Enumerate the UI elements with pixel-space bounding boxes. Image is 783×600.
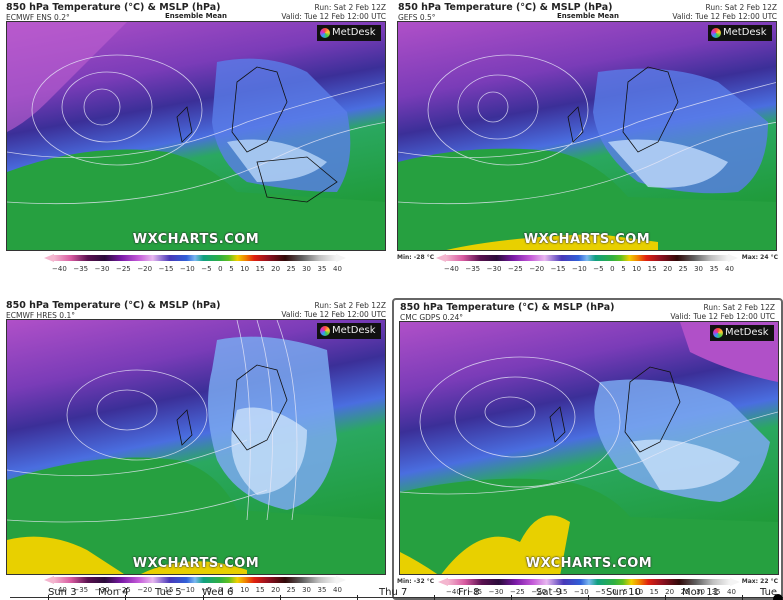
scale-arrow-left [436, 254, 446, 262]
scale-ticks: −40 −35 −30 −25 −20 −15 −10 −5 0 5 10 15 20 25 30 35 40 [52, 265, 342, 273]
temperature-map: MetDesk WXCHARTS.COM [399, 321, 779, 575]
model-name: GEFS 0.5° [398, 13, 436, 22]
panel-gefs: 850 hPa Temperature (°C) & MSLP (hPa) GE… [392, 0, 783, 296]
timeline-tick [125, 595, 126, 600]
min-temp: Min: -28 °C [397, 254, 435, 261]
metdesk-logo: MetDesk [710, 325, 774, 341]
scale-arrow-right [336, 254, 346, 262]
valid-time: Valid: Tue 12 Feb 12:00 UTC [281, 310, 386, 319]
metdesk-icon [713, 328, 723, 338]
color-scale [44, 254, 346, 263]
color-scale [436, 254, 738, 263]
run-info: Run: Sat 2 Feb 12Z Valid: Tue 12 Feb 12:… [281, 3, 386, 21]
scale-bar [448, 579, 730, 585]
color-scale [438, 578, 740, 587]
timeline-tick [742, 595, 743, 600]
timeline-label[interactable]: Sun 10 [606, 587, 641, 598]
panel-header: 850 hPa Temperature (°C) & MSLP (hPa) EC… [0, 0, 392, 22]
timeline-tick [48, 595, 49, 600]
metdesk-logo: MetDesk [317, 25, 381, 41]
timeline-label[interactable]: Fri 8 [458, 587, 480, 598]
map-graphic [7, 22, 385, 250]
run-info: Run: Sat 2 Feb 12Z Valid: Tue 12 Feb 12:… [672, 3, 777, 21]
run-time: Run: Sat 2 Feb 12Z [314, 301, 386, 310]
panel-header: 850 hPa Temperature (°C) & MSLP (hPa) EC… [0, 298, 392, 320]
timeline-tick [203, 595, 204, 600]
scale-arrow-left [44, 254, 54, 262]
temperature-map: MetDesk WXCHARTS.COM [6, 21, 386, 251]
metdesk-icon [320, 28, 330, 38]
scale-bar [54, 255, 336, 261]
run-info: Run: Sat 2 Feb 12Z Valid: Tue 12 Feb 12:… [281, 301, 386, 319]
max-temp: Max: 24 °C [741, 254, 778, 261]
timeline-label[interactable]: Mon 11 [682, 587, 719, 598]
model-name: ECMWF ENS 0.2° [6, 13, 70, 22]
map-graphic [398, 22, 776, 250]
metdesk-logo: MetDesk [317, 323, 381, 339]
valid-time: Valid: Tue 12 Feb 12:00 UTC [281, 12, 386, 21]
scale-arrow-left [438, 578, 448, 586]
model-name: ECMWF HRES 0.1° [6, 311, 75, 320]
ensemble-label: Ensemble Mean [557, 12, 619, 20]
watermark: WXCHARTS.COM [525, 556, 653, 571]
chart-title: 850 hPa Temperature (°C) & MSLP (hPa) [400, 302, 615, 313]
timeline-tick [511, 595, 512, 600]
scale-ticks: −40 −35 −30 −25 −20 −15 −10 −5 0 5 10 15 20 25 30 35 40 [52, 586, 342, 594]
scale-arrow-right [728, 254, 738, 262]
run-time: Run: Sat 2 Feb 12Z [314, 3, 386, 12]
timeline-tick [280, 595, 281, 600]
temperature-map: MetDesk WXCHARTS.COM [6, 319, 386, 575]
timeline-scrubber[interactable]: Sun 3 Mon 4 Tue 5 Wed 6 Thu 7 Fri 8 Sat … [0, 587, 783, 600]
timeline-label[interactable]: Sat 9 [536, 587, 562, 598]
panel-ecmwf-hres: 850 hPa Temperature (°C) & MSLP (hPa) EC… [0, 298, 392, 600]
run-time: Run: Sat 2 Feb 12Z [703, 303, 775, 312]
timeline-label[interactable]: Wed 6 [202, 587, 234, 598]
timeline-tick [665, 595, 666, 600]
map-graphic [7, 320, 385, 574]
panel-ecmwf-ens: 850 hPa Temperature (°C) & MSLP (hPa) EC… [0, 0, 392, 296]
watermark: WXCHARTS.COM [132, 556, 260, 571]
watermark: WXCHARTS.COM [523, 232, 651, 247]
metdesk-icon [711, 28, 721, 38]
map-graphic [400, 322, 778, 574]
model-name: CMC GDPS 0.24° [400, 313, 464, 322]
watermark: WXCHARTS.COM [132, 232, 260, 247]
timeline-label[interactable]: Mon 4 [98, 587, 129, 598]
valid-time: Valid: Tue 12 Feb 12:00 UTC [672, 12, 777, 21]
panel-cmc-gdps: 850 hPa Temperature (°C) & MSLP (hPa) CM… [392, 298, 783, 600]
color-scale [44, 576, 346, 585]
scale-arrow-left [44, 576, 54, 584]
panel-header: 850 hPa Temperature (°C) & MSLP (hPa) CM… [394, 300, 781, 322]
scale-ticks: −40 −35 −30 −25 −20 −15 −10 −5 0 5 10 15 20 25 30 35 40 [444, 265, 734, 273]
ensemble-label: Ensemble Mean [165, 12, 227, 20]
scale-bar [446, 255, 728, 261]
max-temp: Max: 22 °C [741, 578, 778, 585]
timeline-axis [10, 597, 783, 598]
valid-time: Valid: Tue 12 Feb 12:00 UTC [670, 312, 775, 321]
chart-title: 850 hPa Temperature (°C) & MSLP (hPa) [398, 2, 613, 13]
run-info: Run: Sat 2 Feb 12Z Valid: Tue 12 Feb 12:… [670, 303, 775, 321]
timeline-handle[interactable] [773, 594, 783, 600]
scale-ticks: −40 −35 −30 −25 −20 −15 −10 −5 0 5 10 15 20 25 30 35 40 [446, 588, 736, 596]
metdesk-icon [320, 326, 330, 336]
min-temp: Min: -32 °C [397, 578, 435, 585]
scale-arrow-right [336, 576, 346, 584]
temperature-map: MetDesk WXCHARTS.COM [397, 21, 777, 251]
timeline-label[interactable]: Tue [760, 587, 778, 598]
scale-arrow-right [730, 578, 740, 586]
timeline-label[interactable]: Tue 5 [155, 587, 182, 598]
timeline-label[interactable]: Sun 3 [48, 587, 77, 598]
timeline-tick [434, 595, 435, 600]
timeline-tick [357, 595, 358, 600]
timeline-label[interactable]: Thu 7 [379, 587, 408, 598]
metdesk-logo: MetDesk [708, 25, 772, 41]
panel-header: 850 hPa Temperature (°C) & MSLP (hPa) GE… [392, 0, 783, 22]
timeline-tick [588, 595, 589, 600]
chart-title: 850 hPa Temperature (°C) & MSLP (hPa) [6, 300, 221, 311]
chart-title: 850 hPa Temperature (°C) & MSLP (hPa) [6, 2, 221, 13]
scale-bar [54, 577, 336, 583]
run-time: Run: Sat 2 Feb 12Z [705, 3, 777, 12]
